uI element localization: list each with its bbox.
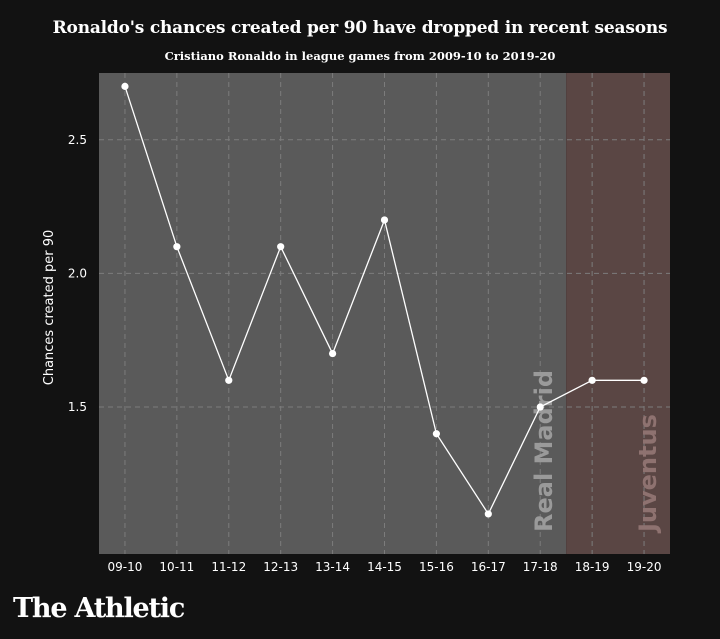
x-tick-label: 12-13 [263, 560, 298, 574]
data-point [432, 430, 441, 438]
data-point [121, 82, 129, 90]
region-1-label: Real Madrid [530, 370, 558, 532]
x-tick-label: 11-12 [211, 560, 246, 574]
x-tick-label: 14-15 [367, 560, 402, 574]
data-point [277, 243, 285, 251]
the-athletic-logo: The Athletic [13, 593, 185, 624]
x-tick-label: 17-18 [523, 560, 558, 574]
region-2-band [566, 73, 670, 554]
x-tick-label: 13-14 [315, 560, 350, 574]
chart-title: Ronaldo's chances created per 90 have dr… [52, 18, 668, 38]
y-tick-label: 2.0 [68, 266, 87, 280]
chart-subtitle: Cristiano Ronaldo in league games from 2… [164, 49, 556, 63]
x-tick-label: 15-16 [419, 560, 454, 574]
data-point [588, 376, 596, 384]
data-point [484, 510, 492, 518]
x-tick-label: 18-19 [575, 560, 610, 574]
x-tick-label: 16-17 [471, 560, 506, 574]
region-2-label: Juventus [634, 414, 662, 534]
data-point [328, 349, 337, 358]
x-tick-label: 10-11 [159, 560, 194, 574]
data-point [225, 376, 233, 384]
y-axis-label: Chances created per 90 [42, 230, 57, 386]
data-point [173, 243, 181, 251]
data-point [640, 376, 648, 384]
x-tick-label: 19-20 [627, 560, 662, 574]
data-point [380, 216, 389, 224]
x-tick-label: 09-10 [108, 560, 143, 574]
y-tick-label: 2.5 [68, 133, 87, 147]
data-point [536, 403, 544, 411]
y-tick-label: 1.5 [68, 400, 87, 414]
